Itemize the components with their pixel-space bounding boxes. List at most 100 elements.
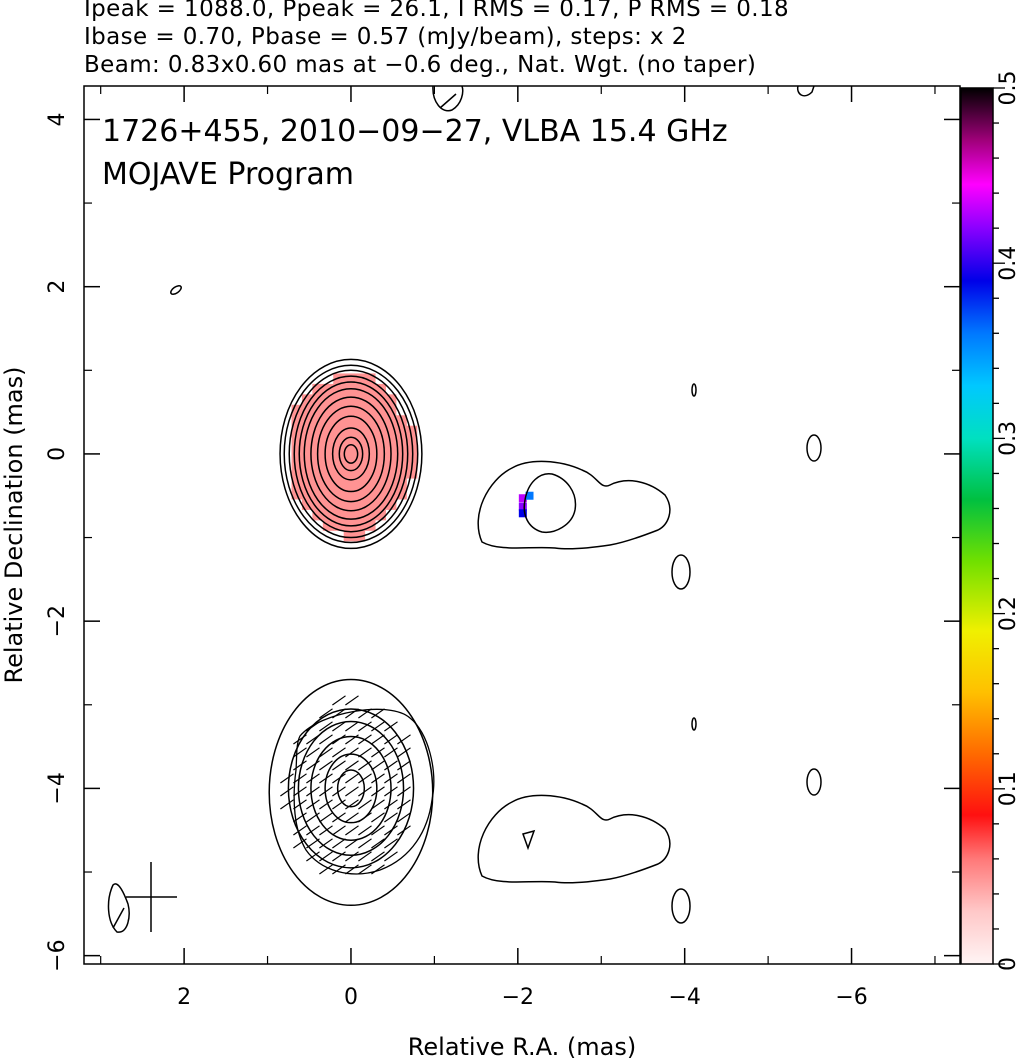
evpa-stick [371,812,385,823]
evpa-stick [319,812,333,823]
frac-pol-pixel [354,498,366,510]
frac-pol-pixel [364,457,376,469]
evpa-stick [345,708,359,719]
frac-pol-pixel [333,477,345,490]
core-contour-ring [331,427,371,481]
frac-pol-pixel [406,425,418,437]
blob-contour [671,888,691,924]
evpa-stick [397,747,411,758]
evpa-stick [397,734,411,745]
core-contour-ring [343,443,359,464]
frac-pol-pixel [343,425,355,437]
frac-pol-pixel [354,457,366,469]
x-tick-label: 0 [344,985,358,1010]
evpa-stick [293,799,307,810]
evpa-stick [306,838,320,849]
evpa-stick [306,825,320,836]
frac-pol-pixel [312,477,324,490]
evpa-stick [319,786,333,797]
evpa-stick [332,799,346,810]
evpa-stick [358,786,372,797]
frac-pol-pixel [364,383,376,395]
blob-contour [806,434,822,462]
core-contour-ring [316,405,386,503]
frac-pol-pixel [343,509,355,521]
evpa-stick [319,747,333,758]
evpa-stick [384,734,398,745]
frac-pol-pixel [354,394,366,406]
frac-pol-pixel [385,488,397,500]
frac-pol-pixel [364,446,376,458]
evpa-stick [384,773,398,784]
pol-contour-ring [287,708,415,869]
evpa-stick [345,799,359,810]
evpa-stick [332,695,346,706]
evpa-stick [397,773,411,784]
frac-pol-pixel [322,436,334,448]
core-contour-ring [288,369,414,539]
evpa-stick [358,747,372,758]
frac-pol-pixel [354,509,366,521]
frac-pol-pixel [301,446,313,458]
evpa-stick [345,851,359,862]
frac-pol-pixel [312,467,324,479]
frac-pol-pixel [291,436,303,448]
frac-pol-pixel [385,498,397,510]
frac-pol-pixel [518,494,527,503]
evpa-stick [371,760,385,771]
blob-contour-hatch [112,907,125,929]
frac-pol-pixel [364,519,376,531]
polarized-intensity-contours [268,678,435,907]
frac-pol-pixel [343,446,355,458]
evpa-stick [306,786,320,797]
frac-pol-pixel [301,436,313,448]
evpa-stick [384,721,398,732]
evpa-stick [306,760,320,771]
frac-pol-pixel [333,436,345,448]
frac-pol-pixel [385,477,397,490]
evpa-stick [345,812,359,823]
evpa-stick [397,825,411,836]
evpa-stick [345,825,359,836]
x-tick-label: 2 [177,985,191,1010]
blob-contour [107,883,130,933]
evpa-stick [319,851,333,862]
frac-pol-pixel [343,530,355,542]
evpa-stick [332,747,346,758]
evpa-stick [293,838,307,849]
evpa-stick [371,721,385,732]
evpa-stick [371,799,385,810]
blob-contour [796,86,815,97]
colorbar-frame [960,87,994,965]
evpa-stick [319,760,333,771]
frac-pol-pixel [301,477,313,490]
evpa-stick [371,773,385,784]
evpa-stick [319,773,333,784]
jet-contour-outer-pol [477,794,671,884]
frac-pol-pixel [333,519,345,531]
frac-pol-pixel [354,415,366,427]
frac-pol-pixel [395,477,407,490]
frac-pol-pixel [374,477,386,490]
frac-pol-pixel [395,425,407,437]
evpa-stick [371,864,385,875]
frac-pol-pixel [291,467,303,479]
evpa-stick [371,825,385,836]
frac-pol-pixel [518,502,527,511]
evpa-stick [306,812,320,823]
evpa-stick [280,773,294,784]
evpa-stick [306,773,320,784]
evpa-stick [384,812,398,823]
evpa-stick [345,721,359,732]
frac-pol-pixel [301,404,313,416]
evpa-stick [293,734,307,745]
evpa-stick [371,734,385,745]
jet-contour-inner-pol [522,829,536,851]
colorbar-ticks [993,87,1005,965]
evpa-stick [306,721,320,732]
frac-pol-pixel [343,467,355,479]
evpa-stick [306,747,320,758]
frac-pol-pixel [343,373,355,385]
evpa-stick [332,838,346,849]
evpa-stick [358,812,372,823]
